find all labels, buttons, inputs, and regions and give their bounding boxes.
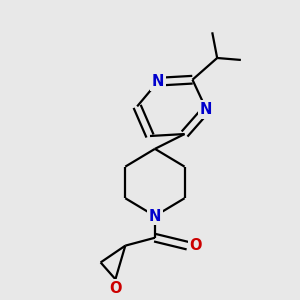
Text: N: N [200,102,212,117]
Text: N: N [152,74,164,89]
Text: O: O [189,238,202,253]
Text: N: N [149,208,161,224]
Text: O: O [109,281,122,296]
